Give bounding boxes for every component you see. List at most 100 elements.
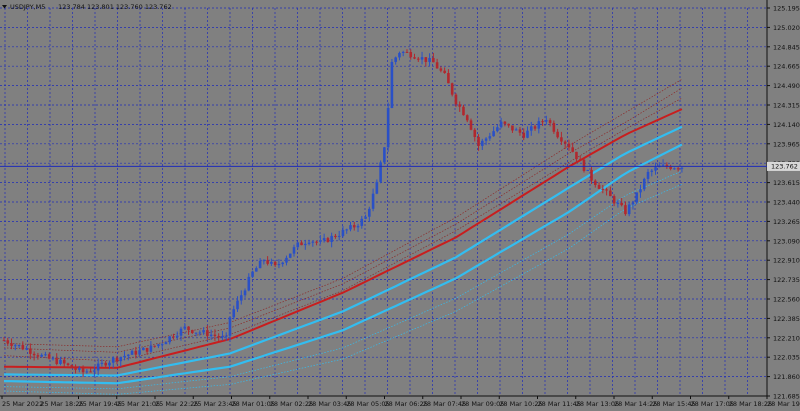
bullish-candle: [160, 344, 164, 346]
bullish-candle: [307, 242, 311, 244]
bearish-candle: [187, 326, 190, 331]
bearish-candle: [217, 336, 220, 338]
bullish-candle: [40, 354, 43, 357]
bullish-candle: [680, 167, 684, 169]
bullish-candle: [303, 243, 307, 246]
bullish-candle: [386, 107, 390, 148]
bearish-candle: [597, 184, 601, 189]
x-tick-label: 28 Mar 01:05: [232, 400, 275, 408]
symbol-label: USDJPY,M5: [10, 3, 45, 11]
bearish-candle: [432, 57, 435, 63]
bullish-candle: [123, 355, 126, 358]
bearish-candle: [300, 242, 303, 246]
y-tick-label: 122.035: [773, 354, 800, 362]
bearish-candle: [624, 205, 627, 215]
bearish-candle: [213, 334, 217, 337]
bullish-candle: [360, 218, 364, 226]
bullish-candle: [330, 235, 333, 242]
bearish-candle: [443, 70, 446, 74]
bearish-candle: [465, 115, 469, 121]
bullish-candle: [175, 335, 179, 338]
bearish-candle: [447, 73, 450, 84]
bullish-candle: [390, 61, 394, 108]
bullish-candle: [149, 345, 153, 352]
bullish-candle: [356, 225, 360, 228]
bearish-candle: [153, 345, 156, 347]
bearish-candle: [458, 104, 462, 107]
bullish-candle: [130, 350, 134, 355]
bearish-candle: [6, 340, 10, 344]
y-tick-label: 125.020: [773, 24, 800, 32]
bearish-candle: [450, 83, 454, 95]
bullish-candle: [639, 189, 642, 193]
bullish-candle: [526, 130, 529, 138]
bullish-candle: [44, 354, 47, 356]
y-tick-label: 125.195: [773, 5, 800, 13]
x-tick-label: 28 Mar 03:45: [308, 400, 351, 408]
bearish-candle: [334, 235, 337, 238]
x-tick-label: 28 Mar 19:45: [767, 400, 800, 408]
x-tick-label: 25 Mar 23:45: [193, 400, 236, 408]
bullish-candle: [311, 241, 315, 243]
bearish-candle: [612, 196, 616, 204]
bearish-candle: [439, 68, 443, 71]
bearish-candle: [541, 121, 544, 123]
bearish-candle: [266, 260, 269, 264]
bullish-candle: [221, 336, 224, 338]
bearish-candle: [273, 261, 277, 266]
bullish-candle: [428, 57, 431, 62]
bullish-candle: [78, 367, 81, 370]
x-tick-label: 28 Mar 17:05: [691, 400, 734, 408]
y-tick-label: 122.560: [773, 296, 800, 304]
bearish-candle: [2, 340, 6, 342]
y-tick-label: 122.735: [773, 276, 800, 284]
moving-average-line: [3, 125, 683, 377]
bearish-candle: [522, 132, 526, 138]
bullish-candle: [379, 162, 382, 182]
bullish-candle: [341, 229, 345, 236]
bullish-candle: [654, 167, 657, 171]
bullish-candle: [209, 334, 213, 337]
bullish-candle: [322, 238, 326, 241]
moving-average-line: [3, 143, 683, 385]
bullish-candle: [345, 229, 349, 231]
bullish-candle: [292, 247, 296, 254]
bearish-candle: [32, 353, 36, 356]
y-tick-label: 122.385: [773, 315, 800, 323]
bullish-candle: [96, 363, 100, 371]
bearish-candle: [518, 129, 522, 133]
bullish-candle: [232, 309, 236, 318]
grid-layer: [0, 7, 767, 397]
bearish-candle: [605, 189, 608, 191]
bullish-candle: [627, 204, 631, 215]
bullish-candle: [368, 208, 371, 217]
dropdown-triangle-icon[interactable]: [2, 5, 7, 9]
bearish-candle: [560, 137, 563, 142]
bearish-candle: [145, 347, 149, 352]
x-tick-label: 28 Mar 18:25: [729, 400, 772, 408]
bullish-candle: [194, 332, 198, 334]
y-tick-label: 123.440: [773, 199, 800, 207]
bearish-candle: [81, 367, 85, 373]
x-tick-label: 25 Mar 21:05: [117, 400, 160, 408]
bearish-candle: [503, 121, 507, 124]
x-tick-label: 28 Mar 09:05: [461, 400, 504, 408]
bullish-candle: [394, 57, 397, 62]
bullish-candle: [616, 202, 620, 204]
bearish-candle: [315, 241, 318, 243]
bullish-candle: [488, 136, 492, 139]
x-tick-label: 28 Mar 10:25: [499, 400, 542, 408]
x-tick-label: 28 Mar 06:25: [385, 400, 428, 408]
bearish-candle: [352, 225, 356, 228]
bullish-candle: [337, 235, 341, 238]
bullish-candle: [255, 268, 258, 272]
x-tick-label: 28 Mar 15:45: [652, 400, 695, 408]
bullish-candle: [277, 264, 281, 266]
current-price-text: 123.762: [771, 163, 798, 171]
bullish-candle: [247, 276, 251, 291]
bearish-candle: [563, 141, 567, 144]
x-tick-label: 25 Mar 19:45: [79, 400, 122, 408]
bearish-candle: [191, 330, 194, 333]
